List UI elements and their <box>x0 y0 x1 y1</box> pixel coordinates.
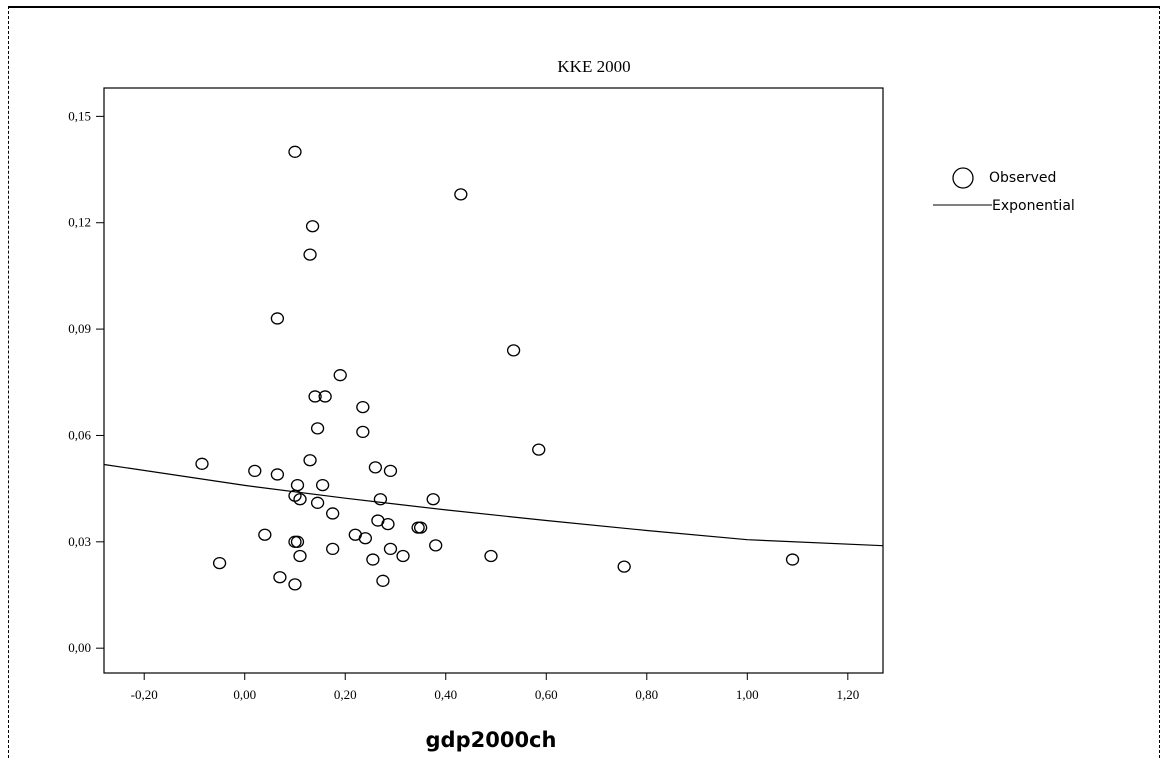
chart-frame <box>8 6 1160 758</box>
observed-point <box>310 422 325 435</box>
observed-point <box>270 468 285 481</box>
exponential-fit-line <box>103 463 884 547</box>
observed-point <box>288 578 302 591</box>
observed-points <box>195 145 800 591</box>
observed-point <box>506 344 521 357</box>
x-tick-label: 1,00 <box>736 687 759 702</box>
observed-point <box>454 188 468 201</box>
observed-point <box>318 390 332 403</box>
observed-point <box>290 478 305 492</box>
observed-point <box>366 553 380 566</box>
observed-point <box>293 549 307 563</box>
observed-point <box>288 535 302 548</box>
y-tick-label: 0,15 <box>68 108 91 123</box>
legend-exponential-label: Exponential <box>992 198 1075 214</box>
observed-point <box>358 532 372 545</box>
observed-point <box>326 507 340 520</box>
observed-point <box>376 574 390 587</box>
legend: Observed Exponential <box>933 167 1075 214</box>
observed-point <box>381 517 395 531</box>
observed-point <box>411 521 425 534</box>
x-axis-label: gdp2000ch <box>426 728 557 752</box>
y-tick-label: 0,03 <box>68 534 91 549</box>
x-tick-label: -0,20 <box>131 687 158 702</box>
observed-point <box>303 454 317 467</box>
observed-point <box>293 493 307 506</box>
observed-point <box>326 542 340 556</box>
observed-point <box>396 549 410 563</box>
legend-observed-label: Observed <box>989 170 1056 186</box>
exponential-fit-path <box>103 463 884 547</box>
observed-point <box>303 248 317 261</box>
y-axis: 0,00 0,03 0,06 0,09 0,12 0,15 <box>68 108 104 655</box>
x-tick-label: 0,00 <box>233 687 256 702</box>
observed-point <box>617 560 631 573</box>
chart-title: KKE 2000 <box>557 57 630 76</box>
observed-point <box>484 549 498 563</box>
y-tick-label: 0,00 <box>68 640 91 655</box>
x-tick-label: 0,20 <box>334 687 357 702</box>
observed-point <box>785 553 800 566</box>
x-tick-label: 0,40 <box>434 687 457 702</box>
observed-point <box>429 539 443 552</box>
y-tick-label: 0,06 <box>68 427 91 442</box>
observed-point <box>270 312 285 325</box>
observed-point <box>212 556 227 570</box>
plot-area <box>103 87 884 674</box>
x-tick-label: 0,80 <box>635 687 658 702</box>
observed-point <box>383 542 398 556</box>
observed-point <box>413 521 428 534</box>
observed-point <box>308 390 322 403</box>
x-tick-label: 0,60 <box>535 687 558 702</box>
observed-point <box>532 443 546 456</box>
observed-point <box>288 145 302 158</box>
x-tick-label: 1,20 <box>836 687 859 702</box>
observed-point <box>248 464 262 478</box>
x-axis: -0,20 0,00 0,20 0,40 0,60 0,80 1,00 1,20 <box>131 673 859 702</box>
observed-point <box>310 496 325 509</box>
observed-point <box>333 369 347 382</box>
observed-point <box>368 461 383 474</box>
observed-point <box>383 464 398 478</box>
y-tick-label: 0,12 <box>68 215 91 230</box>
observed-point <box>356 400 370 414</box>
observed-point <box>356 425 370 439</box>
observed-point <box>373 493 388 506</box>
observed-point <box>305 220 320 233</box>
y-tick-label: 0,09 <box>68 321 91 336</box>
observed-point <box>258 528 272 541</box>
observed-point <box>290 535 305 548</box>
observed-point <box>195 457 209 470</box>
observed-point <box>315 478 330 492</box>
observed-point <box>273 571 287 584</box>
observed-point <box>426 493 440 506</box>
legend-observed-symbol <box>952 167 974 189</box>
